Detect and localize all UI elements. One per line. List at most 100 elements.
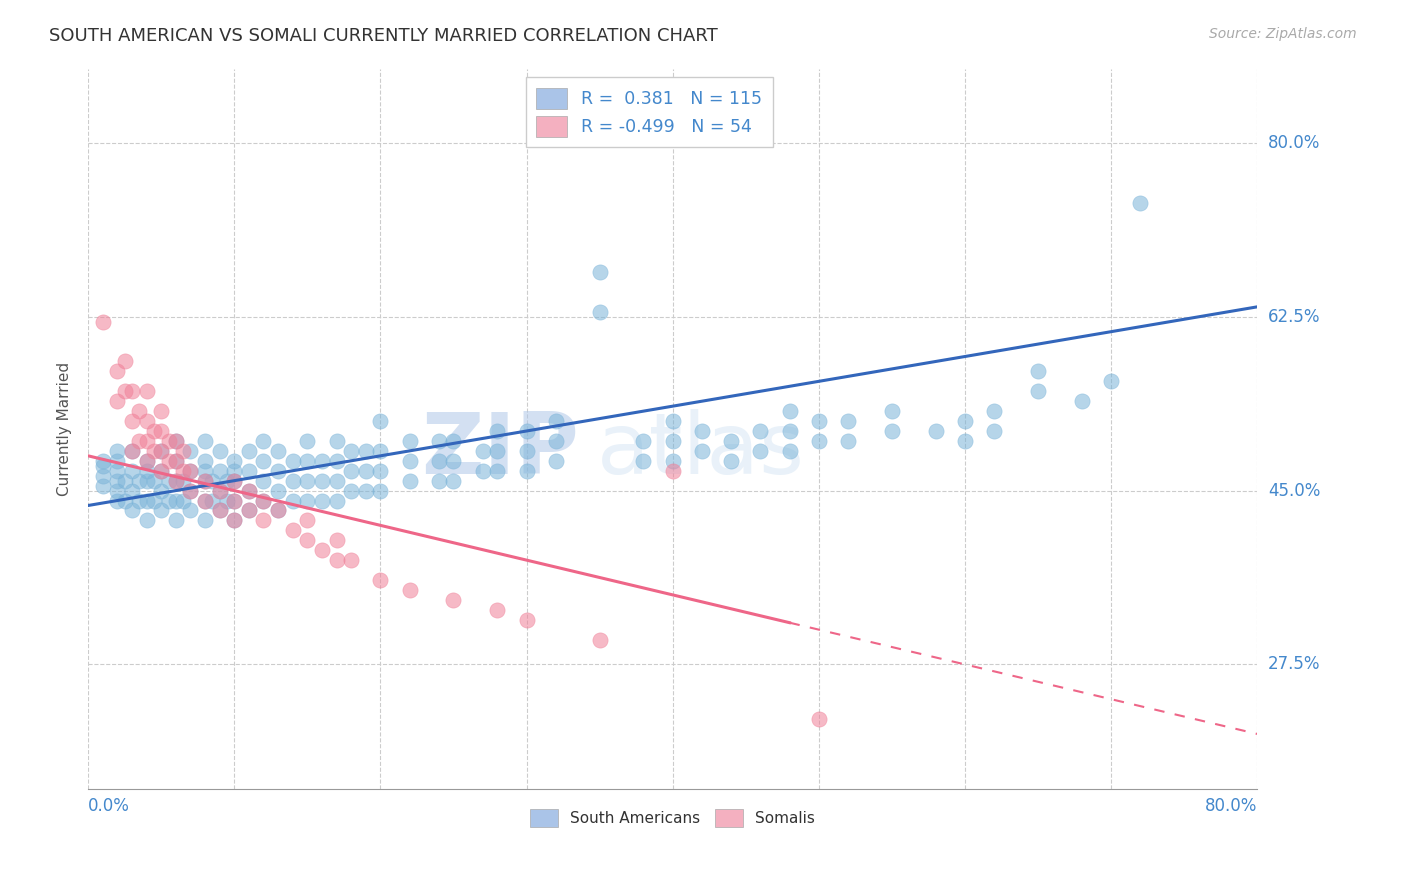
Point — [983, 424, 1005, 438]
Point — [281, 524, 304, 538]
Point — [121, 384, 143, 399]
Point — [340, 443, 363, 458]
Point — [114, 474, 136, 488]
Point — [311, 543, 333, 558]
Point — [150, 464, 173, 478]
Point — [443, 474, 465, 488]
Point — [224, 493, 246, 508]
Point — [267, 503, 290, 517]
Point — [515, 464, 537, 478]
Point — [135, 434, 157, 448]
Point — [194, 464, 217, 478]
Point — [121, 464, 143, 478]
Point — [194, 474, 217, 488]
Point — [515, 613, 537, 627]
Point — [105, 464, 128, 478]
Point — [121, 503, 143, 517]
Y-axis label: Currently Married: Currently Married — [58, 361, 72, 496]
Point — [297, 513, 319, 527]
Point — [486, 443, 509, 458]
Point — [443, 454, 465, 468]
Point — [252, 513, 274, 527]
Point — [779, 404, 801, 418]
Point — [135, 513, 157, 527]
Point — [238, 464, 260, 478]
Point — [150, 404, 173, 418]
Point — [172, 443, 194, 458]
Point — [238, 483, 260, 498]
Point — [297, 474, 319, 488]
Point — [252, 434, 274, 448]
Point — [807, 414, 830, 428]
Point — [661, 464, 683, 478]
Point — [165, 474, 187, 488]
Point — [194, 493, 217, 508]
Point — [121, 443, 143, 458]
Point — [142, 443, 165, 458]
Text: 62.5%: 62.5% — [1268, 308, 1320, 326]
Point — [238, 443, 260, 458]
Point — [443, 434, 465, 448]
Text: 0.0%: 0.0% — [89, 797, 129, 815]
Point — [128, 404, 150, 418]
Point — [281, 454, 304, 468]
Point — [267, 503, 290, 517]
Point — [544, 434, 567, 448]
Point — [91, 478, 114, 492]
Point — [208, 483, 231, 498]
Point — [471, 464, 494, 478]
Point — [1026, 364, 1049, 378]
Point — [325, 553, 347, 567]
Point — [325, 454, 347, 468]
Point — [150, 443, 173, 458]
Point — [105, 394, 128, 409]
Point — [354, 483, 377, 498]
Point — [91, 468, 114, 483]
Text: Source: ZipAtlas.com: Source: ZipAtlas.com — [1209, 27, 1357, 41]
Point — [150, 464, 173, 478]
Point — [297, 533, 319, 548]
Point — [325, 474, 347, 488]
Point — [267, 483, 290, 498]
Point — [172, 464, 194, 478]
Point — [201, 474, 224, 488]
Point — [398, 474, 420, 488]
Point — [105, 454, 128, 468]
Point — [267, 464, 290, 478]
Point — [224, 454, 246, 468]
Point — [179, 464, 201, 478]
Point — [544, 414, 567, 428]
Point — [486, 464, 509, 478]
Point — [105, 493, 128, 508]
Point — [128, 434, 150, 448]
Point — [194, 454, 217, 468]
Point — [661, 454, 683, 468]
Point — [924, 424, 946, 438]
Point — [121, 443, 143, 458]
Point — [172, 474, 194, 488]
Point — [633, 454, 655, 468]
Point — [588, 632, 610, 647]
Point — [150, 424, 173, 438]
Point — [486, 424, 509, 438]
Text: 27.5%: 27.5% — [1268, 656, 1320, 673]
Point — [297, 434, 319, 448]
Point — [544, 454, 567, 468]
Point — [238, 503, 260, 517]
Point — [690, 424, 713, 438]
Text: 80.0%: 80.0% — [1205, 797, 1257, 815]
Point — [224, 474, 246, 488]
Point — [194, 513, 217, 527]
Point — [165, 513, 187, 527]
Point — [157, 434, 180, 448]
Point — [215, 474, 238, 488]
Point — [91, 454, 114, 468]
Point — [720, 454, 742, 468]
Point — [114, 384, 136, 399]
Point — [172, 493, 194, 508]
Point — [165, 474, 187, 488]
Point — [179, 483, 201, 498]
Point — [311, 493, 333, 508]
Point — [114, 354, 136, 368]
Point — [238, 503, 260, 517]
